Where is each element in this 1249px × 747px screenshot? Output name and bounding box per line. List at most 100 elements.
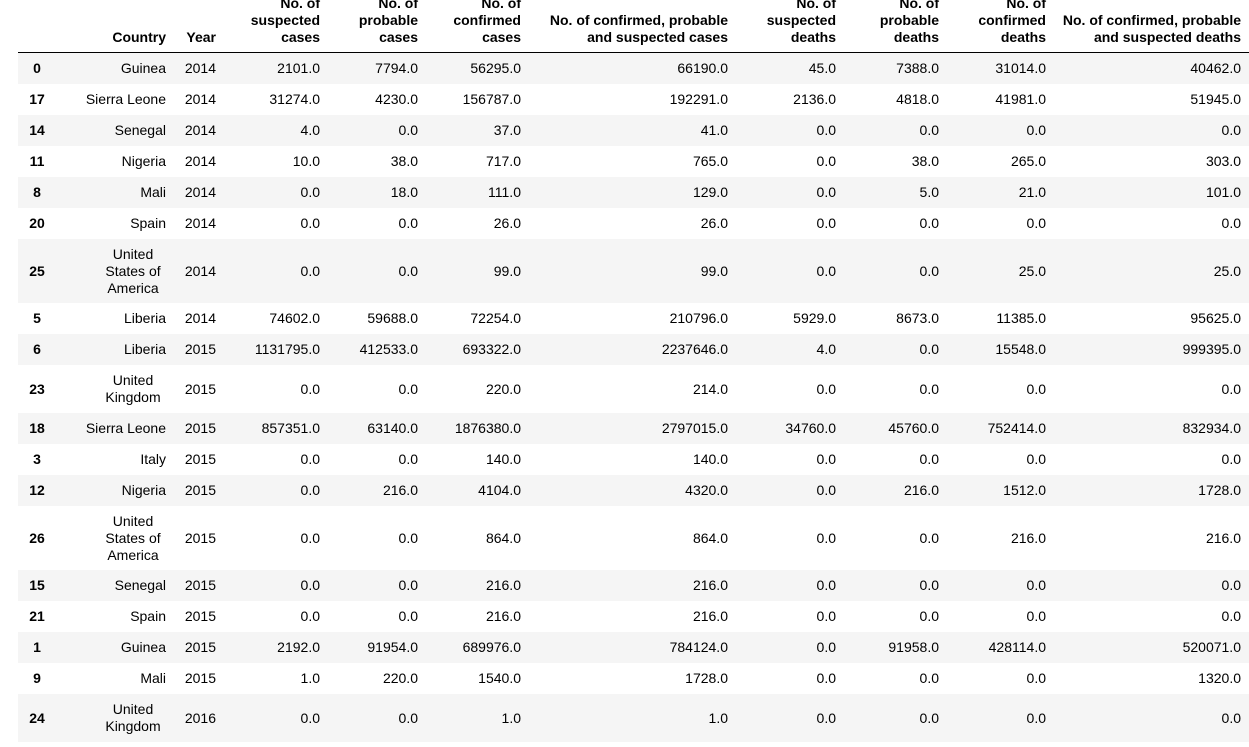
row-index: 8 [33, 184, 41, 200]
value-cell: 0.0 [1026, 380, 1046, 397]
year-cell: 2014 [184, 215, 216, 231]
value-cell: 0.0 [919, 341, 939, 357]
value-cell: 216.0 [485, 577, 521, 593]
table-row: 26 United States of America 2015 0.0 0.0 864.… [18, 506, 1249, 570]
value-cell: 220.0 [382, 670, 418, 686]
value-cell: 0.0 [816, 670, 836, 686]
value-cell: 31274.0 [269, 91, 320, 107]
value-cell: 303.0 [1205, 153, 1241, 169]
value-cell: 0.0 [1221, 577, 1241, 593]
country-cell: Italy [140, 451, 166, 467]
year-cell: 2014 [184, 262, 216, 279]
header-row: Country Year No. of suspected cases No. of … [18, 0, 1249, 53]
value-cell: 0.0 [398, 122, 418, 138]
value-cell: 2101.0 [277, 60, 320, 76]
value-cell: 0.0 [816, 639, 836, 655]
value-cell: 7794.0 [375, 60, 418, 76]
value-cell: 693322.0 [462, 341, 521, 357]
country-cell: Guinea [120, 639, 166, 655]
value-cell: 832934.0 [1182, 420, 1241, 436]
value-cell: 45760.0 [888, 420, 939, 436]
value-cell: 72254.0 [470, 310, 521, 326]
value-cell: 0.0 [919, 215, 939, 231]
column-header: No. of suspected cases [224, 0, 328, 53]
row-index: 3 [33, 451, 41, 467]
value-cell: 0.0 [300, 529, 320, 546]
value-cell: 66190.0 [677, 60, 728, 76]
value-cell: 21.0 [1018, 184, 1046, 200]
value-cell: 2797015.0 [661, 420, 728, 436]
value-cell: 0.0 [1221, 451, 1241, 467]
value-cell: 0.0 [919, 709, 939, 726]
value-cell: 7388.0 [896, 60, 939, 76]
column-header: No. of probable deaths [844, 0, 947, 53]
value-cell: 265.0 [1010, 153, 1046, 169]
value-cell: 4.0 [300, 122, 320, 138]
value-cell: 4230.0 [375, 91, 418, 107]
value-cell: 2136.0 [793, 91, 836, 107]
row-index: 20 [29, 215, 45, 231]
value-cell: 111.0 [488, 184, 521, 200]
value-cell: 0.0 [919, 451, 939, 467]
row-index: 14 [29, 122, 45, 138]
value-cell: 0.0 [1221, 709, 1241, 726]
value-cell: 0.0 [816, 482, 836, 498]
value-cell: 0.0 [300, 262, 320, 279]
value-cell: 91954.0 [367, 639, 418, 655]
value-cell: 0.0 [919, 577, 939, 593]
value-cell: 784124.0 [669, 639, 728, 655]
value-cell: 0.0 [300, 608, 320, 624]
value-cell: 689976.0 [462, 639, 521, 655]
value-cell: 1876380.0 [454, 420, 521, 436]
country-cell: United States of America [105, 512, 161, 563]
row-index: 5 [33, 310, 41, 326]
value-cell: 0.0 [1026, 709, 1046, 726]
value-cell: 38.0 [390, 153, 418, 169]
value-cell: 4320.0 [685, 482, 728, 498]
dataframe-table: Country Year No. of suspected cases No. of … [18, 0, 1249, 742]
value-cell: 99.0 [700, 262, 728, 279]
value-cell: 0.0 [816, 608, 836, 624]
column-header: No. of suspected deaths [736, 0, 844, 53]
value-cell: 10.0 [292, 153, 320, 169]
value-cell: 0.0 [398, 451, 418, 467]
value-cell: 26.0 [493, 215, 521, 231]
value-cell: 40462.0 [1190, 60, 1241, 76]
value-cell: 0.0 [1026, 451, 1046, 467]
year-cell: 2014 [184, 122, 216, 138]
value-cell: 0.0 [919, 529, 939, 546]
row-index: 24 [29, 709, 45, 726]
country-cell: United Kingdom [105, 701, 161, 734]
table-row: 6 Liberia 2015 1131795.0 412533.0 693322.0 223… [18, 334, 1249, 365]
year-cell: 2015 [184, 639, 216, 655]
value-cell: 1.0 [708, 709, 728, 726]
value-cell: 4104.0 [478, 482, 521, 498]
value-cell: 0.0 [816, 262, 836, 279]
country-cell: Sierra Leone [85, 420, 166, 436]
column-header: No. of confirmed deaths [947, 0, 1054, 53]
value-cell: 0.0 [398, 380, 418, 397]
table-row: 1 Guinea 2015 2192.0 91954.0 689976.0 784124.0… [18, 632, 1249, 663]
value-cell: 210796.0 [669, 310, 728, 326]
value-cell: 0.0 [398, 529, 418, 546]
value-cell: 31014.0 [995, 60, 1046, 76]
value-cell: 0.0 [1026, 577, 1046, 593]
value-cell: 34760.0 [785, 420, 836, 436]
value-cell: 412533.0 [359, 341, 418, 357]
value-cell: 752414.0 [987, 420, 1046, 436]
value-cell: 0.0 [398, 709, 418, 726]
table-row: 9 Mali 2015 1.0 220.0 1540.0 1728.0 0.0 0.0 0.0 13… [18, 663, 1249, 694]
value-cell: 18.0 [390, 184, 418, 200]
table-row: 18 Sierra Leone 2015 857351.0 63140.0 1876380… [18, 413, 1249, 444]
value-cell: 140.0 [485, 451, 521, 467]
value-cell: 520071.0 [1182, 639, 1241, 655]
row-index: 6 [33, 341, 41, 357]
table-row: 24 United Kingdom 2016 0.0 0.0 1.0 1.0 0.0 0.0 0.… [18, 694, 1249, 742]
year-cell: 2015 [184, 608, 216, 624]
value-cell: 1131795.0 [254, 341, 320, 357]
year-cell: 2015 [184, 451, 216, 467]
year-cell: 2016 [184, 709, 216, 726]
row-index: 12 [29, 482, 45, 498]
value-cell: 0.0 [1221, 380, 1241, 397]
value-cell: 95625.0 [1190, 310, 1241, 326]
